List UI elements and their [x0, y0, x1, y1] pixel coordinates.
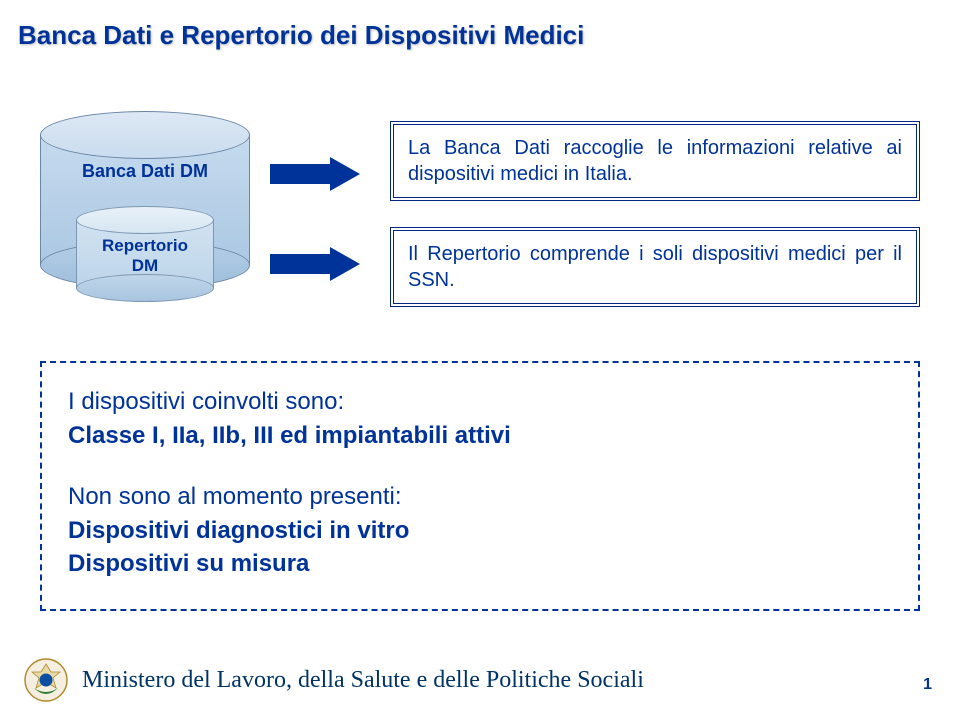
info-box-banca-dati: La Banca Dati raccoglie le informazioni …	[390, 121, 920, 201]
repertorio-label: Repertorio DM	[76, 236, 214, 275]
arrow-icon	[270, 157, 360, 191]
footer: Ministero del Lavoro, della Salute e del…	[0, 644, 960, 716]
dashed-excl2: Dispositivi su misura	[68, 547, 892, 581]
dashed-classes: Classe I, IIa, IIb, III ed impiantabili …	[68, 419, 892, 453]
dashed-intro: I dispositivi coinvolti sono:	[68, 385, 892, 419]
dashed-summary-box: I dispositivi coinvolti sono: Classe I, …	[40, 361, 920, 611]
repertorio-cylinder: Repertorio DM	[76, 206, 214, 306]
database-label: Banca Dati DM	[40, 161, 250, 182]
page-title: Banca Dati e Repertorio dei Dispositivi …	[0, 0, 960, 51]
arrow-icon	[270, 247, 360, 281]
info-box-repertorio: Il Repertorio comprende i soli dispositi…	[390, 227, 920, 307]
emblem-icon	[24, 658, 68, 702]
page-number: 1	[923, 676, 932, 694]
dashed-intro2: Non sono al momento presenti:	[68, 480, 892, 514]
dashed-excl1: Dispositivi diagnostici in vitro	[68, 514, 892, 548]
ministry-text: Ministero del Lavoro, della Salute e del…	[82, 667, 644, 694]
